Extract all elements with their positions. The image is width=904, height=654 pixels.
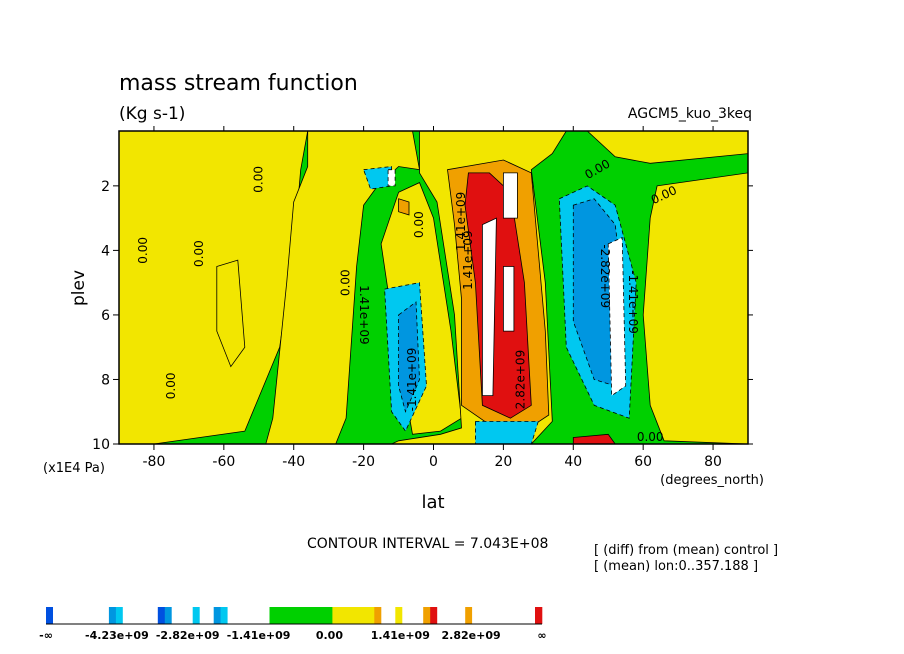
contour-label: 0.00 xyxy=(136,237,150,264)
colorbar-swatch xyxy=(213,607,221,624)
y-tick-label: 6 xyxy=(101,308,110,324)
contour-label: 1.41e+09 xyxy=(357,285,371,344)
colorbar-swatch xyxy=(269,607,333,624)
colorbar-label: -1.41e+09 xyxy=(227,629,291,642)
y-tick-label: 8 xyxy=(101,372,110,388)
experiment-label: AGCM5_kuo_3keq xyxy=(628,106,752,122)
x-axis-label: lat xyxy=(421,492,444,513)
colorbar-swatch xyxy=(171,607,193,624)
contour-fill-pos2 xyxy=(398,198,410,216)
x-tick-label: -20 xyxy=(352,454,375,470)
colorbar-label: ∞ xyxy=(537,629,546,642)
colorbar-swatch xyxy=(192,607,200,624)
colorbar xyxy=(46,607,543,625)
y-tick-label: 2 xyxy=(101,179,110,195)
colorbar-swatch xyxy=(472,607,536,624)
x-axis-ticks: -80 -60 -40 -20 0 20 40 60 80 xyxy=(143,126,722,470)
contour-fill-pos3 xyxy=(572,433,616,444)
plot-area: 0.00 0.00 0.00 0.00 0.00 1.41e+09 0.00 -1.41e+0… xyxy=(118,130,749,445)
colorbar-label: -4.23e+09 xyxy=(85,629,149,642)
x-tick-label: 0 xyxy=(429,454,438,470)
colorbar-swatch xyxy=(381,607,396,624)
contour-fill-neg4 xyxy=(387,169,396,187)
colorbar-swatch xyxy=(115,607,124,624)
contour-fill-neg3 xyxy=(398,301,420,413)
x-tick-label: 40 xyxy=(564,454,582,470)
y-axis-ticks: 2 4 6 8 10 xyxy=(92,179,753,453)
contour-label: 0.00 xyxy=(339,269,353,296)
colorbar-swatch xyxy=(395,607,403,624)
chart-title: mass stream function xyxy=(119,71,358,96)
chart-subtitle: (Kg s-1) xyxy=(119,104,185,124)
x-tick-label: 20 xyxy=(494,454,512,470)
colorbar-swatch xyxy=(157,607,166,624)
colorbar-swatch xyxy=(108,607,117,624)
y-axis-units: (x1E4 Pa) xyxy=(43,461,105,476)
contour-fill-pos1 xyxy=(380,182,462,435)
y-tick-label: 10 xyxy=(92,437,110,453)
contour-label: 0.00 xyxy=(412,211,426,238)
colorbar-swatch xyxy=(46,607,54,624)
contour-fill-neg4 xyxy=(607,236,627,397)
contour-label: 0.00 xyxy=(164,373,178,400)
contour-fill-pos1 xyxy=(642,172,748,444)
contour-label: -2.82e+09 xyxy=(598,244,612,308)
contour-fill-neg2 xyxy=(474,420,539,444)
colorbar-swatch xyxy=(402,607,424,624)
contour-label: -1.41e+09 xyxy=(405,348,419,412)
colorbar-swatch xyxy=(332,607,375,624)
colorbar-swatch xyxy=(199,607,214,624)
note-diff: [ (diff) from (mean) control ] xyxy=(594,543,778,558)
x-axis-units: (degrees_north) xyxy=(660,473,764,488)
contour-interval: CONTOUR INTERVAL = 7.043E+08 xyxy=(307,536,548,552)
contour-fill-pos1 xyxy=(586,131,748,164)
colorbar-swatch xyxy=(465,607,473,624)
x-tick-label: -80 xyxy=(143,454,166,470)
y-axis-label: plev xyxy=(69,270,89,306)
y-tick-label: 4 xyxy=(101,243,110,259)
contour-fill-pos1 xyxy=(216,259,246,368)
contour-fill-pos4 xyxy=(502,172,518,219)
colorbar-label: 1.41e+09 xyxy=(371,629,430,642)
colorbar-swatch xyxy=(423,607,431,624)
contour-label: 0.00 xyxy=(192,240,206,267)
contour-fill-pos1 xyxy=(265,131,420,444)
contour-fill-neg2 xyxy=(363,166,393,190)
note-mean-lon: [ (mean) lon:0..357.188 ] xyxy=(594,559,758,574)
colorbar-swatch xyxy=(164,607,173,624)
x-tick-label: -60 xyxy=(212,454,235,470)
colorbar-swatch xyxy=(122,607,158,624)
colorbar-swatch xyxy=(220,607,228,624)
colorbar-swatch xyxy=(53,607,110,624)
x-tick-label: 80 xyxy=(704,454,722,470)
colorbar-label: 0.00 xyxy=(316,629,343,642)
contour-fill-pos3 xyxy=(464,172,532,419)
contour-fill-pos4 xyxy=(481,217,497,397)
colorbar-label: -∞ xyxy=(39,629,53,642)
contour-label: 2.82e+09 xyxy=(513,350,527,409)
x-tick-label: 60 xyxy=(634,454,652,470)
contour-label: -1.41e+09 xyxy=(626,270,640,334)
contour-label: 0.00 xyxy=(251,166,265,193)
contour-label: 0.00 xyxy=(637,430,664,444)
colorbar-label: 2.82e+09 xyxy=(442,629,501,642)
colorbar-swatch xyxy=(227,607,270,624)
colorbar-swatch xyxy=(374,607,382,624)
colorbar-swatch xyxy=(430,607,438,624)
contour-fills xyxy=(119,131,748,444)
contour-label: 1.41e+09 xyxy=(461,230,475,289)
colorbar-label: -2.82e+09 xyxy=(156,629,220,642)
x-tick-label: -40 xyxy=(282,454,305,470)
contour-fill-pos4 xyxy=(502,266,515,332)
colorbar-swatch xyxy=(535,607,543,624)
colorbar-swatch xyxy=(437,607,466,624)
colorbar-labels: -∞ -4.23e+09 -2.82e+09 -1.41e+09 0.00 1.41e+0… xyxy=(39,629,546,642)
contour-label: 1.41e+09 xyxy=(454,192,468,251)
